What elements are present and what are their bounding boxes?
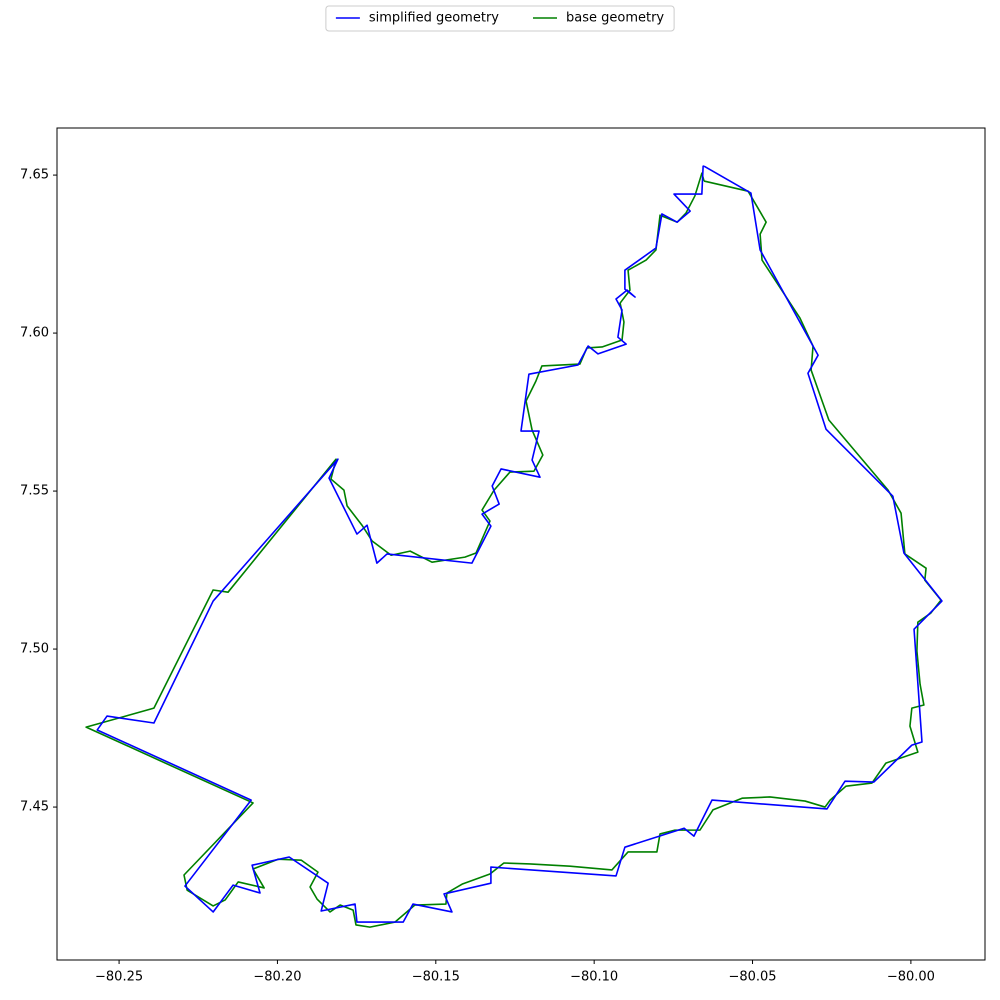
x-tick-label: −80.10 bbox=[570, 970, 618, 985]
y-tick-label: 7.45 bbox=[20, 800, 49, 815]
plot-frame bbox=[56, 127, 986, 961]
y-tick-label: 7.50 bbox=[20, 642, 49, 657]
x-tick-label: −80.00 bbox=[887, 970, 935, 985]
series-line bbox=[96, 165, 943, 923]
x-tick-label: −80.05 bbox=[728, 970, 776, 985]
legend-item: simplified geometry bbox=[335, 11, 499, 26]
legend-frame bbox=[325, 5, 675, 32]
legend-item: base geometry bbox=[532, 11, 664, 26]
x-tick-label: −80.20 bbox=[253, 970, 301, 985]
x-tick-label: −80.15 bbox=[412, 970, 460, 985]
y-tick-label: 7.65 bbox=[20, 168, 49, 183]
series-line bbox=[85, 172, 942, 928]
legend-label: simplified geometry bbox=[369, 11, 499, 26]
x-tick-label: −80.25 bbox=[95, 970, 143, 985]
y-tick-label: 7.60 bbox=[20, 326, 49, 341]
y-tick-label: 7.55 bbox=[20, 484, 49, 499]
legend: simplified geometry base geometry bbox=[325, 5, 675, 32]
legend-label: base geometry bbox=[566, 11, 664, 26]
